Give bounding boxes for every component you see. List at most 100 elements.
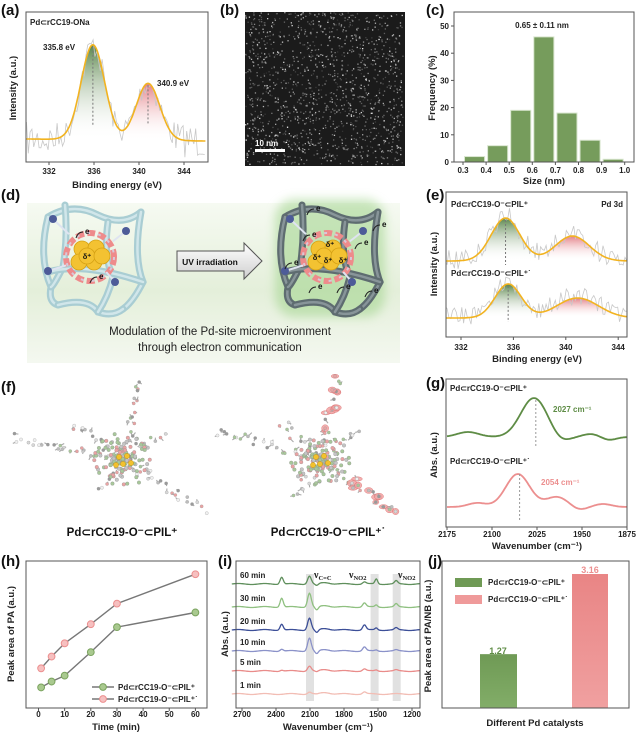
legend-marker <box>99 683 107 691</box>
particle <box>247 127 249 130</box>
particle <box>342 96 344 99</box>
particle <box>275 123 277 125</box>
particle <box>248 150 250 152</box>
particle <box>355 138 357 140</box>
particle <box>302 94 304 96</box>
particle <box>395 38 397 40</box>
particle <box>274 160 276 163</box>
atom <box>133 410 137 415</box>
spectrum-line <box>231 691 421 696</box>
atom <box>324 411 328 415</box>
particle <box>293 105 295 107</box>
atom <box>32 438 37 442</box>
particle <box>261 66 264 68</box>
particle <box>330 92 333 94</box>
particle <box>341 64 343 66</box>
particle <box>330 12 332 14</box>
band-highlight <box>370 574 379 701</box>
particle <box>272 126 274 129</box>
particle <box>362 57 364 59</box>
particle <box>371 146 374 149</box>
x-tick-label: 0.5 <box>504 166 516 175</box>
particle <box>296 14 298 16</box>
particle <box>384 22 386 24</box>
atom <box>117 466 121 471</box>
particle <box>360 102 363 105</box>
particle <box>395 51 397 53</box>
particle <box>263 73 265 75</box>
particle <box>351 45 354 48</box>
particle <box>360 164 363 166</box>
particle <box>250 143 253 145</box>
n-atom <box>286 215 294 223</box>
particle <box>379 123 381 126</box>
particle <box>385 57 387 59</box>
particle <box>373 19 375 21</box>
particle <box>358 97 360 99</box>
particle <box>290 23 293 25</box>
particle <box>269 94 271 96</box>
particle <box>294 12 296 14</box>
particle <box>302 92 304 94</box>
particle <box>389 47 391 49</box>
particle <box>313 92 315 94</box>
particle <box>345 78 347 80</box>
particle <box>389 123 392 126</box>
particle <box>389 101 391 103</box>
particle <box>342 13 344 16</box>
atom <box>340 449 345 454</box>
atom <box>299 467 304 472</box>
particle <box>265 72 268 74</box>
particle <box>280 66 282 69</box>
particle <box>258 32 260 34</box>
particle <box>386 137 388 139</box>
x-tick-label: 1800 <box>335 710 353 719</box>
atom <box>205 511 209 515</box>
delta-plus-label: δ⁺ <box>326 240 335 249</box>
atom <box>150 476 154 480</box>
particle <box>262 115 264 117</box>
particle <box>271 138 274 140</box>
particle <box>393 104 395 107</box>
atom <box>146 470 151 475</box>
particle <box>247 71 249 73</box>
particle <box>284 58 286 60</box>
particle <box>365 78 367 80</box>
atom <box>120 457 125 462</box>
particle <box>318 142 320 144</box>
particle <box>253 84 255 86</box>
particle <box>274 135 276 137</box>
particle <box>287 82 290 84</box>
particle <box>251 98 253 100</box>
histogram-bar <box>510 109 532 163</box>
particle <box>257 131 260 133</box>
particle <box>333 93 335 95</box>
particle <box>322 127 324 129</box>
particle <box>282 162 284 164</box>
particle <box>383 139 385 142</box>
particle <box>333 12 335 14</box>
particle <box>366 17 368 19</box>
atom <box>195 500 200 504</box>
series-label: Pd⊂rCC19-O⁻⊂PIL⁺ <box>451 200 528 209</box>
particle <box>339 47 341 49</box>
particle <box>395 151 397 153</box>
particle <box>383 126 385 128</box>
pd-atom <box>321 453 327 459</box>
particle <box>397 120 399 122</box>
particle <box>272 74 274 76</box>
particle <box>284 70 286 72</box>
y-tick-label: 10 <box>440 131 449 140</box>
particle <box>252 82 254 85</box>
particle <box>386 17 389 19</box>
atom <box>128 444 133 449</box>
particle <box>362 134 364 136</box>
particle <box>277 78 279 80</box>
particle <box>352 162 354 164</box>
panel-label-j: (j) <box>428 553 442 570</box>
electron-label: e <box>312 230 317 239</box>
particle <box>272 52 275 54</box>
particle <box>331 55 333 57</box>
particle <box>261 60 263 62</box>
